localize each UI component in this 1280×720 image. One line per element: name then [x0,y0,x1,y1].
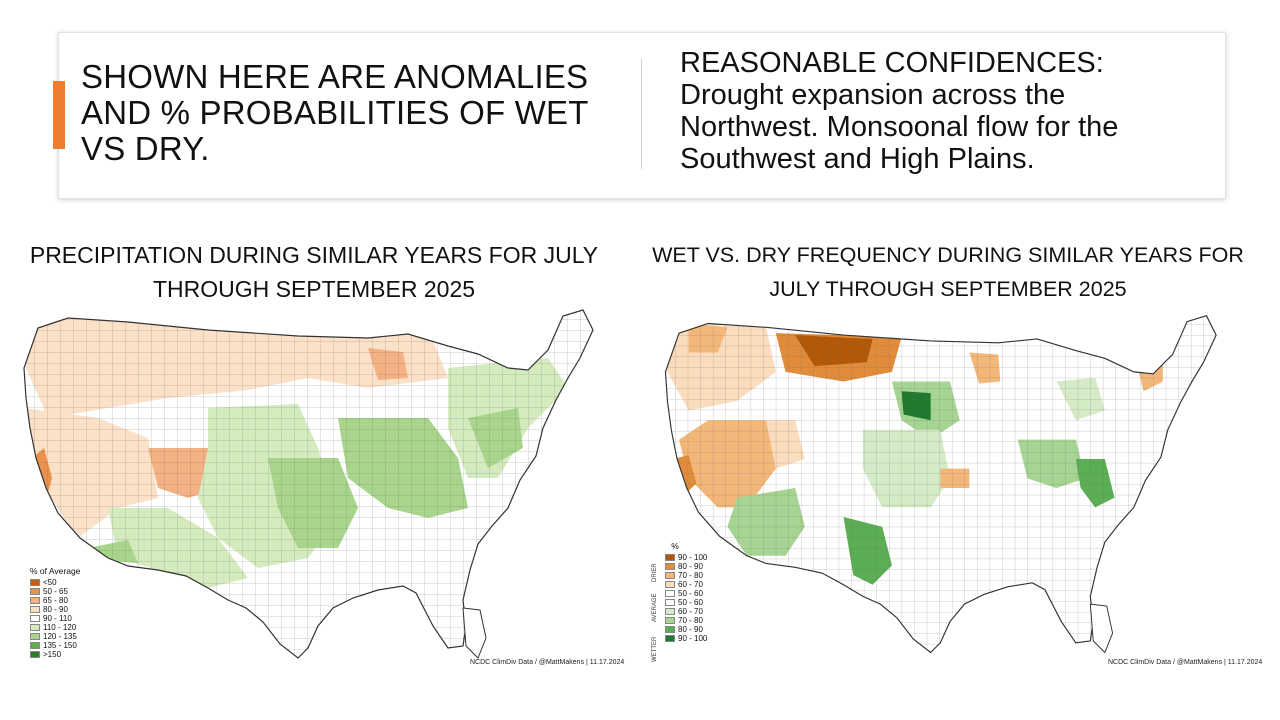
legend-label: 80 - 90 [43,604,68,614]
wetter-label: WETTER [652,636,658,662]
legend-label: 120 - 135 [43,631,77,641]
legend-label: 135 - 150 [43,640,77,650]
legend-label: 110 - 120 [43,622,77,632]
legend-label: 60 - 70 [678,579,703,589]
legend-label: 50 - 60 [678,588,703,598]
right-legend-row: 50 - 60 [665,589,707,598]
right-legend-row: 50 - 60 [665,598,707,607]
left-legend: % of Average <50 50 - 65 65 - 80 80 - 90… [30,566,80,659]
left-legend-row: 90 - 110 [30,614,80,623]
right-legend-title: % [671,541,679,551]
legend-swatch [30,579,40,586]
legend-swatch [665,581,675,588]
left-legend-row: 120 - 135 [30,632,80,641]
confidence-text: Drought expansion across the Northwest. … [680,79,1119,175]
legend-swatch [665,590,675,597]
right-legend-row: 90 - 100 [665,553,707,562]
left-legend-row: <50 [30,578,80,587]
legend-label: 50 - 60 [678,597,703,607]
legend-swatch [30,642,40,649]
legend-swatch [665,554,675,561]
legend-label: 70 - 80 [678,615,703,625]
left-legend-row: 110 - 120 [30,623,80,632]
legend-swatch [30,606,40,613]
left-legend-row: 50 - 65 [30,587,80,596]
confidence-title: REASONABLE CONFIDENCES: [680,47,1104,79]
legend-label: 80 - 90 [678,624,703,634]
legend-swatch [30,651,40,658]
right-legend: % 90 - 100 80 - 90 70 - 80 60 - 70 50 - … [665,541,707,643]
legend-swatch [30,624,40,631]
legend-label: 70 - 80 [678,570,703,580]
left-legend-title: % of Average [30,566,81,576]
banner-divider [641,59,642,169]
left-map-credit: NCDC ClimDiv Data / @MattMakens | 11.17.… [470,659,625,666]
legend-swatch [665,572,675,579]
right-legend-row: 80 - 90 [665,562,707,571]
legend-label: 50 - 65 [43,586,68,596]
legend-label: 90 - 100 [678,633,708,643]
average-label: AVERAGE [652,593,658,622]
right-map-title: WET VS. DRY FREQUENCY DURING SIMILAR YEA… [652,243,1244,301]
legend-swatch [665,626,675,633]
right-legend-row: 60 - 70 [665,607,707,616]
right-legend-row: 80 - 90 [665,625,707,634]
legend-swatch [30,597,40,604]
right-legend-row: 60 - 70 [665,580,707,589]
legend-label: >150 [43,649,62,659]
legend-swatch [665,608,675,615]
legend-label: 90 - 100 [678,552,708,562]
summary-banner: SHOWN HERE ARE ANOMALIES AND % PROBABILI… [53,32,1226,199]
legend-label: 65 - 80 [43,595,68,605]
legend-label: 90 - 110 [43,613,72,623]
legend-swatch [30,588,40,595]
accent-bar [53,81,65,149]
legend-swatch [665,635,675,642]
left-precip-map [8,308,628,668]
legend-swatch [30,633,40,640]
left-legend-row: 135 - 150 [30,641,80,650]
legend-label: 60 - 70 [678,606,703,616]
left-legend-row: 65 - 80 [30,596,80,605]
legend-label: <50 [43,577,57,587]
drier-label: DRIER [652,563,658,582]
legend-swatch [665,563,675,570]
left-legend-row: 80 - 90 [30,605,80,614]
banner-headline: SHOWN HERE ARE ANOMALIES AND % PROBABILI… [81,58,589,167]
legend-swatch [665,599,675,606]
right-legend-row: 90 - 100 [665,634,707,643]
right-map-svg [664,315,1217,654]
left-map-title: PRECIPITATION DURING SIMILAR YEARS FOR J… [29,242,599,302]
right-map-credit: NCDC ClimDiv Data / @MattMakens | 11.17.… [1108,659,1263,666]
legend-swatch [30,615,40,622]
left-legend-row: >150 [30,650,80,659]
left-map-svg [23,309,594,659]
confidence-block: REASONABLE CONFIDENCES: Drought expansio… [680,47,1200,175]
legend-label: 80 - 90 [678,561,703,571]
right-frequency-map [650,308,1250,668]
right-legend-row: 70 - 80 [665,616,707,625]
legend-swatch [665,617,675,624]
right-legend-row: 70 - 80 [665,571,707,580]
